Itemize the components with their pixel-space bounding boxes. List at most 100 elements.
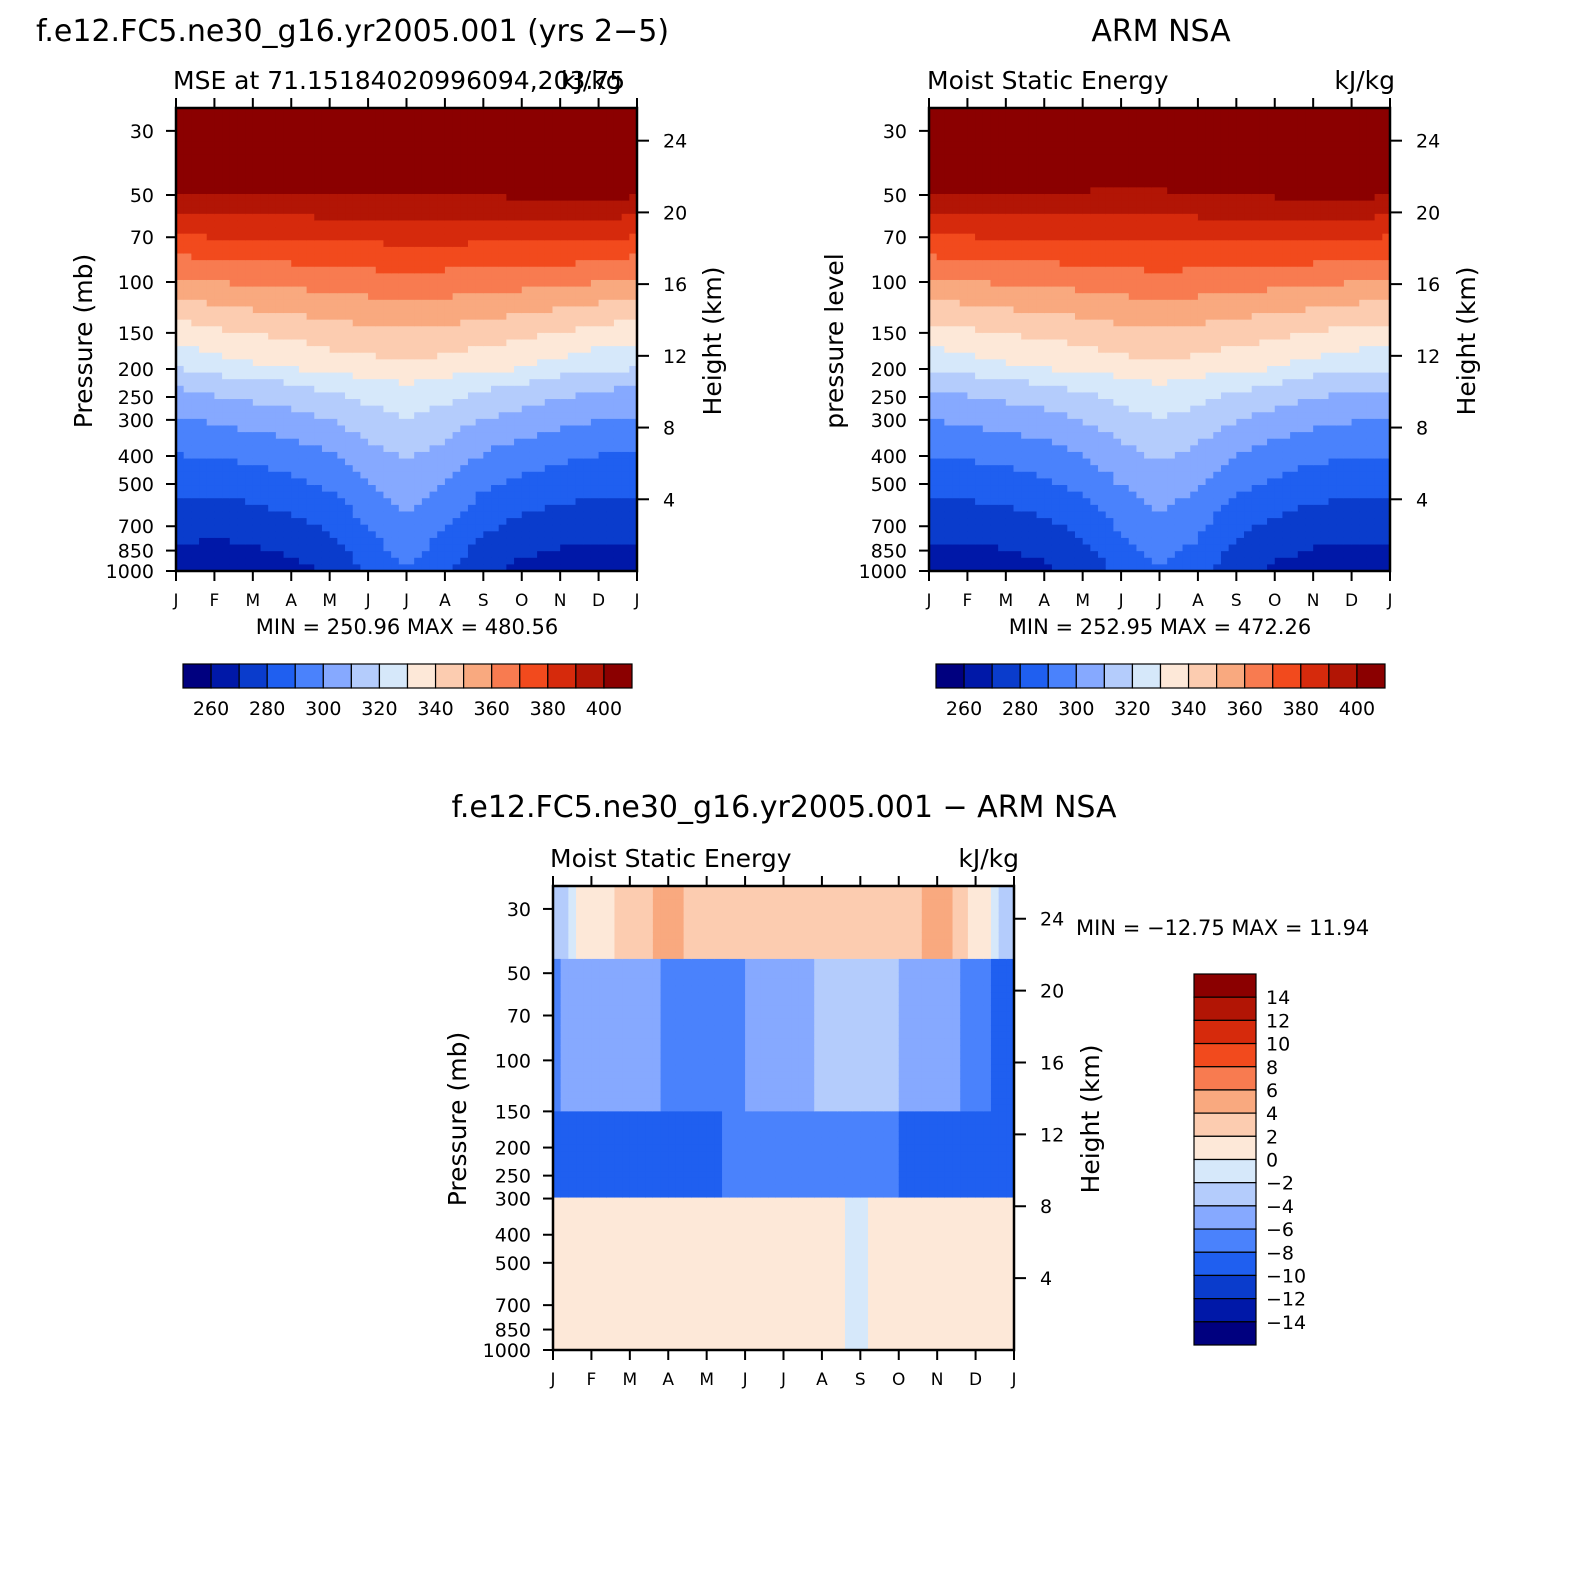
heatmap-cell xyxy=(982,531,992,539)
heatmap-cell xyxy=(268,273,277,281)
heatmap-cell xyxy=(606,551,615,559)
heatmap-cell xyxy=(222,458,231,466)
heatmap-cell xyxy=(467,299,477,308)
heatmap-cell xyxy=(629,478,638,486)
heatmap-cell xyxy=(929,160,938,169)
heatmap-cell xyxy=(967,266,976,274)
heatmap-cell xyxy=(375,240,385,248)
heatmap-cell xyxy=(452,240,461,248)
heatmap-cell xyxy=(345,260,354,268)
heatmap-cell xyxy=(345,339,354,347)
heatmap-cell xyxy=(437,260,446,268)
heatmap-cell xyxy=(337,511,346,519)
heatmap-cell xyxy=(406,306,415,314)
heatmap-cell xyxy=(529,141,538,149)
heatmap-cell xyxy=(183,438,192,446)
heatmap-cell xyxy=(521,458,531,466)
heatmap-cell xyxy=(506,134,515,142)
heatmap-cell xyxy=(975,180,984,188)
heatmap-cell xyxy=(621,293,630,301)
heatmap-cell xyxy=(967,260,976,268)
heatmap-cell xyxy=(291,471,300,479)
heatmap-cell xyxy=(237,418,246,427)
heatmap-cell xyxy=(245,207,254,215)
heatmap-cell xyxy=(398,537,408,546)
heatmap-cell xyxy=(437,511,446,519)
heatmap-cell xyxy=(537,134,546,142)
heatmap-cell xyxy=(414,365,423,374)
heatmap-cell xyxy=(337,485,346,493)
heatmap-cell xyxy=(298,485,308,493)
heatmap-cell xyxy=(329,293,338,301)
heatmap-cell xyxy=(613,286,623,294)
heatmap-cell xyxy=(575,233,584,241)
heatmap-cell xyxy=(176,273,185,281)
heatmap-cell xyxy=(206,458,216,466)
heatmap-cell xyxy=(537,346,546,354)
heatmap-cell xyxy=(606,227,615,235)
heatmap-cell xyxy=(306,299,315,308)
heatmap-cell xyxy=(990,451,999,460)
heatmap-cell xyxy=(298,147,308,155)
heatmap-cell xyxy=(629,346,638,354)
heatmap-cell xyxy=(567,465,577,473)
heatmap-cell xyxy=(368,451,377,460)
heatmap-cell xyxy=(629,160,638,169)
heatmap-cell xyxy=(391,306,400,314)
heatmap-cell xyxy=(176,445,185,453)
heatmap-cell xyxy=(583,465,592,473)
heatmap-cell xyxy=(268,544,277,552)
heatmap-cell xyxy=(944,114,953,122)
heatmap-cell xyxy=(237,253,246,261)
heatmap-cell xyxy=(944,544,953,552)
heatmap-cell xyxy=(452,233,461,241)
heatmap-cell xyxy=(429,293,438,301)
heatmap-cell xyxy=(260,511,269,519)
heatmap-cell xyxy=(514,108,523,116)
heatmap-cell xyxy=(606,332,615,341)
heatmap-cell xyxy=(314,233,323,241)
heatmap-cell xyxy=(444,352,454,360)
heatmap-cell xyxy=(452,286,461,294)
heatmap-cell xyxy=(176,557,185,565)
heatmap-cell xyxy=(329,399,338,407)
heatmap-cell xyxy=(360,491,369,499)
heatmap-cell xyxy=(629,465,638,473)
heatmap-cell xyxy=(521,306,531,314)
heatmap-cell xyxy=(629,220,638,228)
heatmap-cell xyxy=(176,127,185,136)
heatmap-cell xyxy=(176,313,185,321)
heatmap-cell xyxy=(982,557,992,565)
heatmap-cell xyxy=(498,114,507,122)
heatmap-cell xyxy=(936,564,945,572)
heatmap-cell xyxy=(260,141,269,149)
heatmap-cell xyxy=(460,260,469,268)
heatmap-cell xyxy=(537,544,546,552)
heatmap-cell xyxy=(598,174,607,182)
heatmap-cell xyxy=(437,385,446,394)
heatmap-cell xyxy=(437,220,446,228)
heatmap-cell xyxy=(360,551,369,559)
heatmap-cell xyxy=(613,438,623,446)
heatmap-cell xyxy=(252,180,262,188)
heatmap-cell xyxy=(345,491,354,499)
heatmap-cell xyxy=(491,485,500,493)
heatmap-cell xyxy=(544,557,554,565)
heatmap-cell xyxy=(406,167,415,175)
heatmap-cell xyxy=(199,531,208,539)
heatmap-cell xyxy=(560,167,569,175)
heatmap-cell xyxy=(414,114,423,122)
heatmap-cell xyxy=(959,445,969,453)
heatmap-cell xyxy=(183,227,192,235)
heatmap-cell xyxy=(575,273,584,281)
heatmap-cell xyxy=(621,253,630,261)
heatmap-cell xyxy=(590,134,600,142)
heatmap-cell xyxy=(990,141,999,149)
heatmap-cell xyxy=(291,485,300,493)
heatmap-cell xyxy=(936,174,945,182)
heatmap-cell xyxy=(998,359,1007,367)
heatmap-cell xyxy=(567,564,577,572)
heatmap-cell xyxy=(429,498,438,506)
heatmap-cell xyxy=(314,392,323,400)
heatmap-cell xyxy=(613,174,623,182)
